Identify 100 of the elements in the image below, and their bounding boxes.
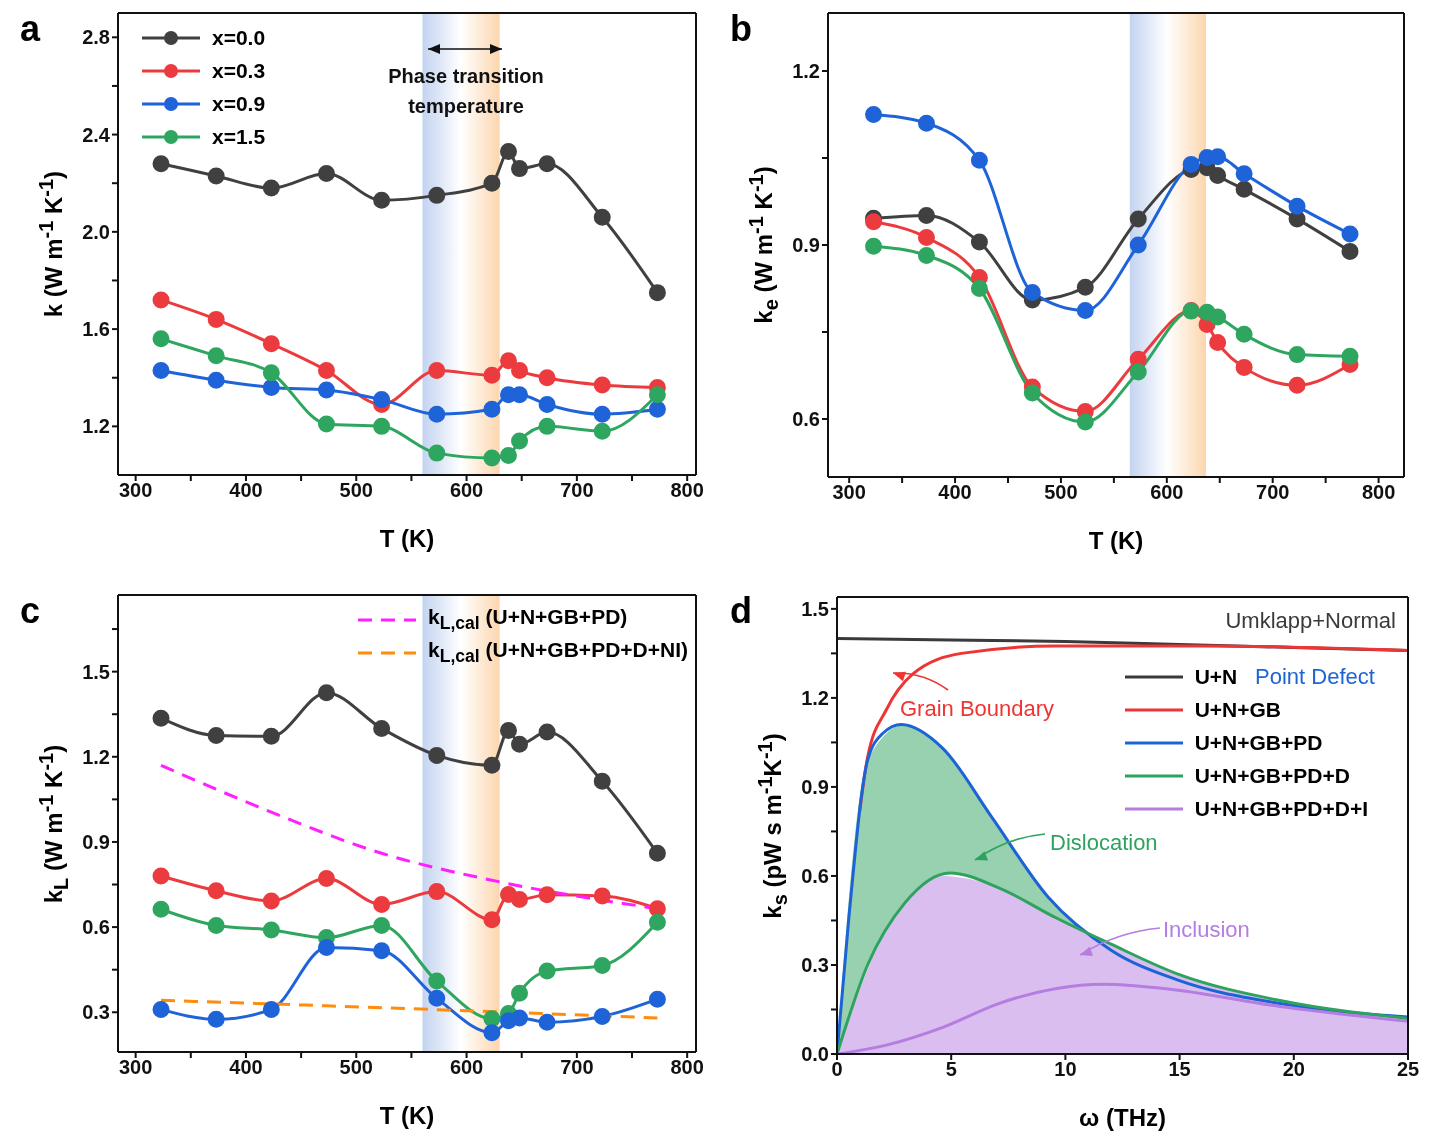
point	[483, 449, 501, 467]
point	[207, 371, 225, 389]
point	[373, 916, 391, 934]
point	[262, 1000, 280, 1018]
point	[511, 984, 529, 1002]
point	[970, 151, 988, 169]
point	[1209, 308, 1227, 326]
point	[373, 191, 391, 209]
point	[483, 1010, 501, 1028]
point	[538, 369, 556, 387]
point	[317, 939, 335, 957]
point	[373, 391, 391, 409]
y-tick-label: 0.3	[82, 1001, 110, 1024]
point	[262, 727, 280, 745]
legend-label: x=0.3	[212, 58, 266, 83]
point	[1209, 333, 1227, 351]
point	[1023, 284, 1041, 302]
point	[648, 284, 666, 302]
point	[1235, 358, 1253, 376]
x-tick-label: 500	[339, 479, 373, 502]
x-tick-label: 700	[560, 1056, 594, 1079]
point	[207, 916, 225, 934]
point	[428, 989, 446, 1007]
point	[1341, 225, 1359, 243]
x-tick-label: 0	[831, 1058, 843, 1081]
point	[593, 405, 611, 423]
point	[152, 361, 170, 379]
point	[917, 228, 935, 246]
point	[428, 186, 446, 204]
point	[428, 972, 446, 990]
point	[262, 892, 280, 910]
point	[648, 900, 666, 918]
point	[428, 405, 446, 423]
point	[917, 114, 935, 132]
annotation: Phase transition temperature	[387, 64, 545, 119]
x-tick-label: 700	[1256, 481, 1290, 504]
point	[593, 772, 611, 790]
point	[483, 911, 501, 929]
x-axis-title: T (K)	[378, 1102, 436, 1130]
point	[499, 143, 517, 161]
y-tick-label: 0.6	[792, 408, 820, 431]
y-tick-label: 1.5	[82, 660, 110, 683]
y-tick-label: 0.9	[792, 234, 820, 257]
point	[428, 444, 446, 462]
point	[1129, 236, 1147, 254]
point	[1129, 363, 1147, 381]
x-axis-title: T (K)	[378, 525, 436, 553]
point	[865, 237, 883, 255]
point	[865, 213, 883, 231]
point	[373, 895, 391, 913]
point	[593, 422, 611, 440]
point	[538, 1013, 556, 1031]
y-tick-label: 2.8	[82, 26, 110, 49]
x-tick-label: 300	[118, 1056, 153, 1079]
point	[317, 684, 335, 702]
annotation: Point Defect	[1255, 663, 1375, 691]
x-tick-label: 800	[1361, 481, 1396, 504]
point	[511, 432, 529, 450]
point	[1209, 166, 1227, 184]
legend-label: k$_{L,cal}$ (U+N+GB+PD+D+NI)	[428, 637, 688, 668]
point	[593, 956, 611, 974]
x-tick-label: 800	[670, 479, 704, 502]
point	[1341, 242, 1359, 260]
point	[373, 942, 391, 960]
annotation: Umklapp+Normal	[1225, 607, 1396, 635]
point	[538, 723, 556, 741]
y-tick-label: 0.6	[82, 916, 110, 939]
point	[1235, 325, 1253, 343]
point	[593, 887, 611, 905]
point	[317, 361, 335, 379]
point	[593, 1008, 611, 1026]
y-tick-label: 2.0	[82, 220, 110, 243]
y-tick-label: 2.4	[82, 123, 111, 146]
point	[152, 330, 170, 348]
point	[483, 174, 501, 192]
x-tick-label: 5	[945, 1058, 957, 1081]
point	[917, 206, 935, 224]
point	[865, 106, 883, 123]
point	[207, 882, 225, 900]
x-tick-label: 20	[1282, 1058, 1305, 1081]
x-tick-label: 600	[449, 479, 484, 502]
point	[152, 867, 170, 885]
point	[1288, 346, 1306, 364]
legend-label: U+N+GB	[1194, 698, 1282, 723]
point	[262, 921, 280, 939]
point	[262, 179, 280, 197]
point	[970, 280, 988, 297]
point	[317, 415, 335, 433]
point	[1076, 278, 1094, 296]
point	[648, 913, 666, 931]
x-tick-label: 600	[1150, 481, 1184, 504]
x-tick-label: 25	[1396, 1058, 1420, 1081]
point	[538, 155, 556, 173]
point	[207, 347, 225, 365]
point	[538, 395, 556, 413]
point	[1288, 197, 1306, 215]
chart-title: d	[730, 590, 752, 632]
point	[317, 870, 335, 888]
point	[428, 746, 446, 764]
point	[483, 1024, 501, 1042]
